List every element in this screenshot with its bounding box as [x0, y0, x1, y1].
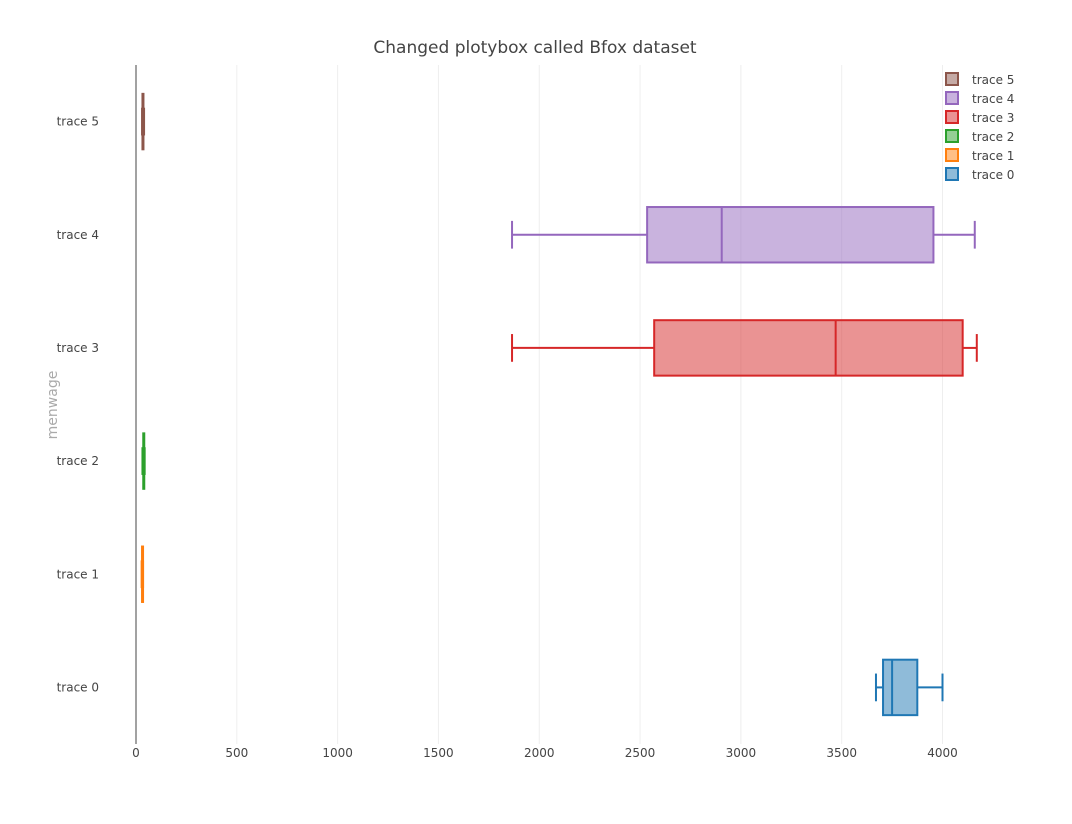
legend-swatch — [945, 167, 959, 181]
legend-swatch — [945, 148, 959, 162]
box-trace — [141, 92, 146, 151]
x-tick-label: 1500 — [423, 746, 454, 760]
legend-label: trace 2 — [972, 130, 1014, 144]
box-trace — [140, 545, 145, 603]
x-axis-ticks: 0 500 1000 1500 2000 2500 3000 3500 4000 — [132, 746, 958, 760]
box-trace — [141, 432, 146, 490]
x-tick-label: 500 — [225, 746, 248, 760]
legend-label: trace 3 — [972, 111, 1014, 125]
x-tick-label: 0 — [132, 746, 140, 760]
category-label: trace 0 — [57, 680, 99, 694]
legend-label: trace 1 — [972, 149, 1014, 163]
gridlines — [236, 65, 944, 744]
legend-swatch — [945, 91, 959, 105]
category-labels: trace 0 trace 1 trace 2 trace 3 trace 4 trace… — [57, 115, 99, 695]
box-trace — [511, 319, 978, 377]
category-label: trace 2 — [57, 454, 99, 468]
box-iqr — [882, 658, 919, 717]
x-tick-label: 1000 — [322, 746, 353, 760]
category-label: trace 3 — [57, 341, 99, 355]
legend-label: trace 4 — [972, 92, 1014, 106]
legend-item: trace 3 — [945, 110, 1014, 125]
box-trace — [511, 206, 976, 264]
box-traces — [140, 92, 978, 717]
category-label: trace 4 — [57, 228, 99, 242]
category-label: trace 5 — [57, 115, 99, 129]
box-trace — [874, 658, 944, 717]
y-axis-label: menwage — [45, 371, 61, 440]
legend-item: trace 1 — [945, 148, 1014, 163]
category-label: trace 1 — [57, 567, 99, 581]
box-iqr — [653, 319, 964, 377]
legend-item: trace 0 — [945, 167, 1014, 182]
x-tick-label: 4000 — [927, 746, 958, 760]
legend-swatch — [945, 129, 959, 143]
legend-label: trace 5 — [972, 73, 1014, 87]
chart-title: Changed plotybox called Bfox dataset — [373, 38, 697, 58]
legend-item: trace 4 — [945, 91, 1014, 106]
x-tick-label: 2000 — [524, 746, 555, 760]
legend-item: trace 2 — [945, 129, 1014, 144]
legend-label: trace 0 — [972, 168, 1014, 182]
x-tick-label: 3000 — [726, 746, 757, 760]
legend-item: trace 5 — [945, 72, 1014, 87]
legend: trace 5 trace 4 trace 3 trace 2 trace 1 trace… — [945, 72, 1014, 182]
x-tick-label: 2500 — [625, 746, 656, 760]
legend-swatch — [945, 72, 959, 86]
x-tick-label: 3500 — [826, 746, 857, 760]
box-iqr — [646, 206, 935, 264]
legend-swatch — [945, 110, 959, 124]
